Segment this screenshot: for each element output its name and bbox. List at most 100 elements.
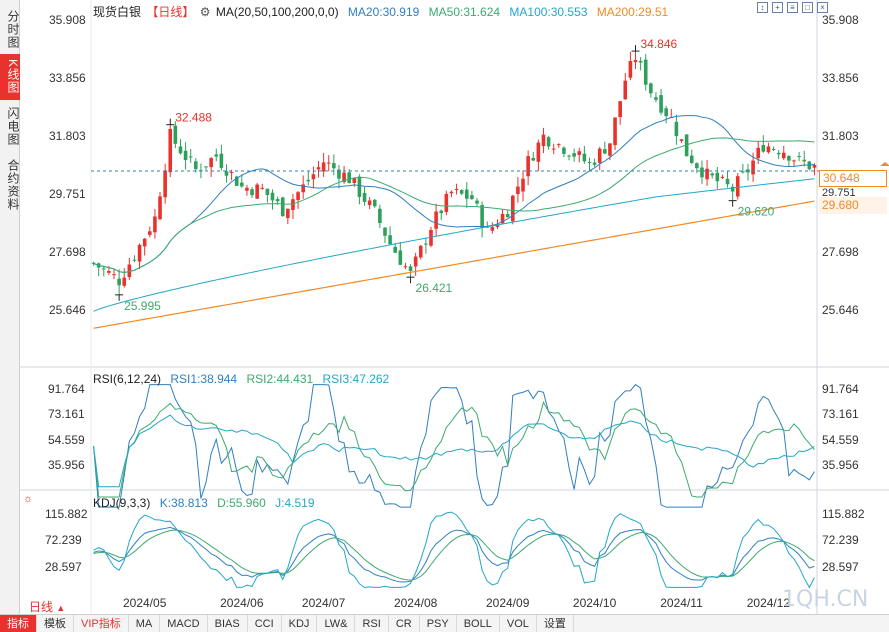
tab-boll[interactable]: BOLL: [457, 614, 500, 632]
tab-cci[interactable]: CCI: [248, 614, 282, 632]
candle-body: [730, 186, 735, 192]
rsi-y-tick-right: 73.161: [822, 407, 859, 421]
tab-bias[interactable]: BIAS: [208, 614, 248, 632]
period-selector-label: 日线: [29, 600, 54, 614]
candle-body: [280, 197, 285, 217]
candle-body: [531, 157, 536, 161]
close-icon[interactable]: ×: [817, 2, 828, 13]
tab-kdj[interactable]: KDJ: [282, 614, 318, 632]
candle-body: [444, 193, 449, 212]
candle-body: [751, 160, 755, 175]
candle-body: [178, 146, 183, 154]
x-axis-label: 2024/09: [486, 596, 530, 610]
candle-body: [393, 246, 398, 253]
tab-cr[interactable]: CR: [389, 614, 420, 632]
watermark: 1QH.CN: [782, 587, 869, 612]
candle-body: [505, 214, 510, 218]
rsi1-line: [93, 383, 815, 508]
candle-body: [613, 117, 617, 146]
tab-vol[interactable]: VOL: [500, 614, 537, 632]
extreme-label: 26.421: [416, 281, 453, 295]
candle-body: [787, 156, 791, 161]
tab-flash[interactable]: 闪电图: [6, 106, 20, 146]
chart-canvas[interactable]: 35.908 35.908 33.856 33.856 31.803 31.803 29.7…: [0, 0, 889, 614]
candle-body: [582, 153, 587, 162]
candle-body: [710, 173, 714, 176]
candle-body: [132, 259, 137, 261]
candle-body: [695, 163, 699, 169]
fit-icon[interactable]: □: [802, 2, 813, 13]
tab-timeshare[interactable]: 分时图: [6, 9, 20, 49]
candle-body: [781, 152, 786, 159]
settings-gear-icon[interactable]: ⚙: [199, 5, 211, 19]
candle-body: [321, 162, 326, 172]
ma200-line: [93, 200, 815, 329]
candle-body: [500, 213, 505, 224]
candle-body: [245, 187, 249, 191]
candle-body: [352, 178, 357, 183]
symbol-name: 现货白银: [93, 5, 142, 19]
sidebar-tabs: 分时图 K线图 闪电图 合约资料: [0, 0, 20, 614]
candle-body: [265, 188, 270, 196]
extreme-label: 32.488: [175, 111, 212, 125]
tab-kline[interactable]: K线图: [0, 54, 20, 100]
y-tick-right: 29.751: [822, 187, 856, 199]
list-icon[interactable]: ≡: [787, 2, 798, 13]
tab-template[interactable]: 模板: [37, 614, 74, 632]
candle-body: [597, 148, 602, 163]
x-axis-label: 2024/07: [302, 596, 346, 610]
candle-body: [700, 167, 704, 178]
candle-body: [490, 227, 495, 231]
candle-body: [495, 224, 500, 227]
candle-body: [163, 170, 167, 198]
candle-body: [107, 270, 111, 273]
candle-body: [342, 172, 346, 183]
candle-body: [383, 227, 387, 236]
ma50-line: [93, 137, 815, 274]
candle-body: [464, 189, 469, 199]
candle-body: [112, 274, 116, 276]
ma20-line: [93, 115, 815, 274]
candle-body: [470, 195, 474, 200]
candle-body: [771, 148, 776, 150]
candle-body: [516, 186, 520, 195]
candle-body: [797, 155, 801, 157]
rsi-legend: RSI(6,12,24) RSI1:38.944 RSI2:44.431 RSI…: [93, 372, 395, 386]
tab-contract-info[interactable]: 合约资料: [6, 159, 20, 211]
x-axis-label: 2024/12: [747, 596, 791, 610]
candle-body: [311, 174, 316, 180]
tab-lw[interactable]: LW&: [317, 614, 356, 632]
y-tick-right: 27.698: [822, 245, 859, 259]
kdj-y-tick-left: 115.882: [45, 507, 88, 521]
rsi-y-tick-right: 54.559: [822, 433, 859, 447]
crosshair-icon[interactable]: +: [772, 2, 783, 13]
candle-body: [551, 148, 556, 150]
candle-body: [592, 162, 597, 165]
tab-rsi[interactable]: RSI: [355, 614, 389, 632]
candle-body: [286, 208, 290, 219]
candle-body: [633, 60, 638, 63]
indicator-settings-icon[interactable]: ☼: [23, 493, 34, 505]
expand-icon[interactable]: ↕: [757, 2, 768, 13]
candle-body: [255, 184, 259, 199]
tab-vip-indicator[interactable]: VIP指标: [74, 614, 129, 632]
tab-settings[interactable]: 设置: [537, 614, 574, 632]
period-selector[interactable]: 日线 ▲: [29, 598, 65, 615]
y-tick-left: 25.646: [49, 303, 86, 317]
candle-body: [260, 187, 265, 189]
tab-indicator[interactable]: 指标: [0, 614, 37, 632]
tab-ma[interactable]: MA: [129, 614, 161, 632]
rsi1-value: RSI1:38.944: [170, 372, 238, 386]
candle-body: [188, 156, 193, 158]
candle-body: [347, 172, 351, 184]
tab-macd[interactable]: MACD: [160, 614, 208, 632]
candle-body: [275, 199, 280, 202]
ma50-value: MA50:31.624: [428, 5, 501, 19]
candle-body: [766, 146, 771, 153]
candle-body: [510, 195, 515, 222]
rsi-y-tick-left: 54.559: [48, 433, 85, 447]
candle-body: [357, 176, 362, 197]
y-tick-right: 35.908: [822, 13, 859, 27]
tab-psy[interactable]: PSY: [420, 614, 457, 632]
candle-body: [812, 165, 817, 168]
